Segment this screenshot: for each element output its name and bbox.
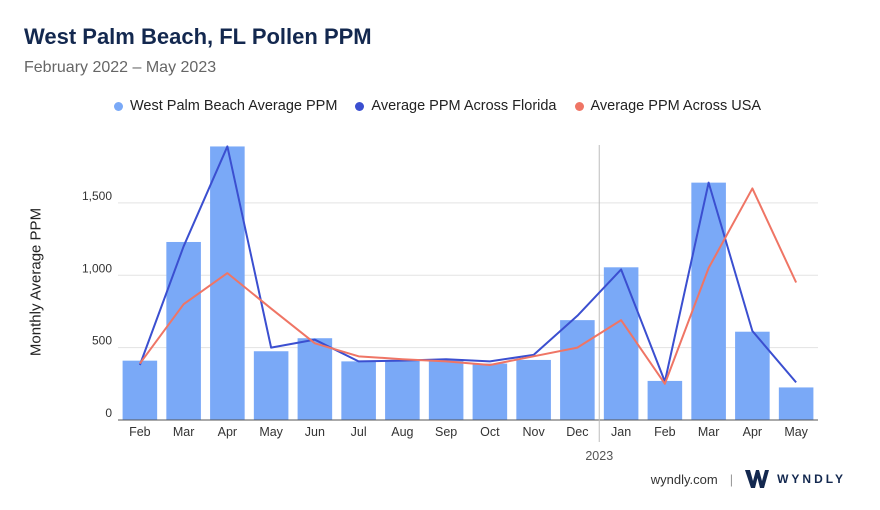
x-tick-label: May	[259, 425, 283, 439]
series-line-average-ppm-across-usa	[139, 187, 798, 385]
x-tick-label: Nov	[523, 425, 546, 439]
x-tick-label: Jul	[351, 425, 367, 439]
legend-item-usa: Average PPM Across USA	[574, 98, 762, 114]
legend-swatch-usa	[574, 101, 584, 111]
series-line-average-ppm-across-florida	[138, 145, 797, 384]
year-label: 2023	[585, 449, 613, 463]
x-tick-label: Feb	[654, 425, 676, 439]
x-tick-label: Apr	[743, 425, 762, 439]
y-tick-label: 500	[92, 334, 112, 348]
legend-item-west-palm-beach: West Palm Beach Average PPM	[114, 98, 337, 114]
bar	[778, 387, 814, 420]
x-tick-label: Jun	[305, 425, 325, 439]
footer: wyndly.com | WYNDLY	[651, 470, 846, 488]
legend-swatch-west-palm-beach	[114, 101, 123, 111]
chart-legend: West Palm Beach Average PPM Average PPM …	[114, 98, 761, 114]
x-tick-label: Jan	[611, 425, 631, 439]
legend-item-florida: Average PPM Across Florida	[355, 98, 557, 114]
bar	[560, 320, 595, 420]
y-tick-label: 0	[105, 406, 112, 420]
x-tick-label: Aug	[391, 425, 413, 439]
wyndly-logo-icon	[745, 470, 770, 488]
x-tick-label: Sep	[435, 425, 457, 439]
legend-label-west-palm-beach: West Palm Beach Average PPM	[130, 98, 338, 114]
legend-label-florida: Average PPM Across Florida	[371, 98, 557, 114]
bar	[166, 241, 201, 420]
bar	[735, 331, 770, 420]
bar	[516, 359, 551, 420]
chart-subtitle: February 2022 – May 2023	[24, 59, 217, 76]
legend-swatch-florida	[355, 101, 365, 111]
bar	[647, 380, 683, 420]
bar	[472, 363, 508, 420]
x-tick-label: Mar	[173, 425, 195, 439]
chart-title: West Palm Beach, FL Pollen PPM	[24, 24, 372, 49]
footer-separator: |	[729, 471, 734, 487]
y-tick-label: 1,500	[82, 189, 112, 203]
bar	[253, 351, 289, 420]
x-tick-label: Apr	[218, 425, 237, 439]
bar	[122, 360, 158, 420]
x-tick-label: May	[784, 425, 808, 439]
legend-label-usa: Average PPM Across USA	[590, 98, 762, 114]
x-tick-label: Feb	[129, 425, 151, 439]
x-tick-label: Oct	[480, 425, 500, 439]
brand-wordmark: WYNDLY	[777, 472, 846, 486]
brand-logo: WYNDLY	[745, 470, 846, 488]
x-tick-label: Dec	[566, 425, 588, 439]
x-tick-label: Mar	[698, 425, 720, 439]
bar	[385, 360, 420, 420]
y-tick-label: 1,000	[82, 261, 112, 275]
bar	[428, 359, 464, 420]
bar	[603, 267, 639, 420]
bar	[341, 361, 376, 420]
footer-site-link[interactable]: wyndly.com	[650, 471, 718, 487]
bar	[297, 338, 333, 420]
